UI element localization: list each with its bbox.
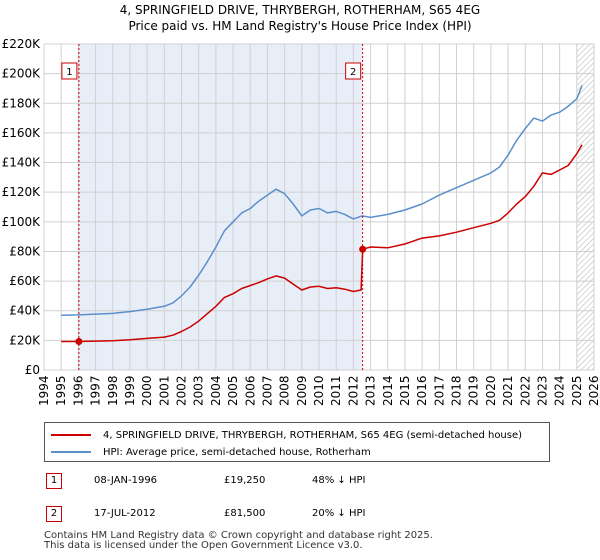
- table-row: 2 17-JUL-2012 £81,500 20% ↓ HPI: [44, 506, 564, 524]
- sale-date: 08-JAN-1996: [94, 475, 158, 486]
- legend-item-property: 4, SPRINGFIELD DRIVE, THRYBERGH, ROTHERH…: [51, 427, 522, 443]
- x-tick-label: 1996: [71, 375, 85, 406]
- legend-label-hpi: HPI: Average price, semi-detached house,…: [103, 446, 371, 458]
- sale-price: £81,500: [224, 508, 266, 519]
- series-lines: [61, 85, 583, 343]
- y-tick-label: £180K: [2, 96, 42, 110]
- x-tick-label: 2007: [260, 375, 274, 406]
- plot-background: [78, 44, 594, 370]
- x-tick-label: 2002: [175, 375, 189, 406]
- legend-item-hpi: HPI: Average price, semi-detached house,…: [51, 444, 371, 460]
- x-tick-label: 2006: [243, 375, 257, 406]
- property-line: [61, 144, 583, 343]
- x-tick-label: 2020: [484, 375, 498, 406]
- x-tick-label: 1998: [106, 375, 120, 406]
- x-tick-label: 2003: [192, 375, 206, 406]
- x-tick-label: 1997: [89, 375, 103, 406]
- y-tick-label: £20K: [9, 333, 41, 347]
- hatched-period: [576, 44, 594, 370]
- legend-swatch-property: [51, 434, 91, 436]
- x-tick-label: 1999: [123, 375, 137, 406]
- x-tick-label: 2004: [209, 375, 223, 406]
- x-tick-label: 2016: [415, 375, 429, 406]
- table-row: 1 08-JAN-1996 £19,250 48% ↓ HPI: [44, 473, 564, 491]
- hpi-line: [61, 85, 583, 316]
- y-tick-label: £200K: [2, 67, 42, 81]
- y-tick-label: £100K: [2, 215, 42, 229]
- x-tick-label: 2014: [381, 375, 395, 406]
- x-tick-label: 2024: [553, 375, 567, 406]
- x-tick-label: 2019: [467, 375, 481, 406]
- x-tick-label: 2022: [518, 375, 532, 406]
- x-tick-label: 2009: [295, 375, 309, 406]
- x-tick-label: 1995: [54, 375, 68, 406]
- sale-marker-box: [345, 62, 362, 80]
- x-tick-label: 2017: [432, 375, 446, 406]
- sale-hpi-diff: 20% ↓ HPI: [312, 508, 366, 519]
- x-tick-label: 2011: [329, 375, 343, 406]
- shaded-period: [78, 44, 363, 370]
- x-tick-label: 2021: [501, 375, 515, 406]
- y-tick-label: £60K: [9, 274, 41, 288]
- y-tick-label: £40K: [9, 304, 41, 318]
- x-tick-label: 2023: [535, 375, 549, 406]
- chart-title: 4, SPRINGFIELD DRIVE, THRYBERGH, ROTHERH…: [120, 3, 480, 17]
- x-tick-label: 2013: [364, 375, 378, 406]
- sale-marker-text: 2: [350, 67, 356, 78]
- sale-marker-text: 1: [66, 67, 72, 78]
- x-tick-label: 2015: [398, 375, 412, 406]
- legend-swatch-hpi: [51, 451, 91, 453]
- x-tick-label: 2005: [226, 375, 240, 406]
- legend-label-property: 4, SPRINGFIELD DRIVE, THRYBERGH, ROTHERH…: [103, 429, 523, 441]
- x-tick-label: 2010: [312, 375, 326, 406]
- y-tick-label: £0: [25, 363, 40, 377]
- footer-line-1: Contains HM Land Registry data © Crown c…: [44, 530, 433, 541]
- sale-marker-label: 1: [46, 473, 62, 489]
- sale-point: [75, 337, 83, 345]
- footer-line-2: This data is licensed under the Open Gov…: [44, 540, 363, 551]
- x-tick-label: 2025: [570, 375, 584, 406]
- sale-point: [359, 245, 367, 253]
- y-tick-label: £140K: [2, 156, 42, 170]
- x-tick-label: 2000: [140, 375, 154, 406]
- sale-hpi-diff: 48% ↓ HPI: [312, 475, 366, 486]
- sale-marker-box: [61, 62, 78, 80]
- chart-legend: 4, SPRINGFIELD DRIVE, THRYBERGH, ROTHERH…: [44, 422, 550, 462]
- x-tick-label: 2008: [278, 375, 292, 406]
- y-tick-label: £80K: [9, 244, 41, 258]
- x-tick-label: 1994: [37, 375, 51, 406]
- sale-price: £19,250: [224, 475, 266, 486]
- y-tick-label: £220K: [2, 37, 42, 51]
- sale-marker-label: 2: [46, 506, 62, 522]
- y-tick-label: £160K: [2, 126, 42, 140]
- price-chart: 4, SPRINGFIELD DRIVE, THRYBERGH, ROTHERH…: [2, 3, 600, 406]
- chart-subtitle: Price paid vs. HM Land Registry's House …: [128, 19, 471, 33]
- y-tick-label: £120K: [2, 185, 42, 199]
- axes: £0 £20K £40K £60K £80K £100K £120K £140K £160K £1…: [2, 37, 600, 406]
- x-tick-label: 2012: [346, 375, 360, 406]
- footer-attribution: Contains HM Land Registry data © Crown c…: [44, 531, 433, 551]
- sale-date: 17-JUL-2012: [94, 508, 156, 519]
- x-tick-label: 2001: [157, 375, 171, 406]
- x-tick-label: 2026: [587, 375, 600, 406]
- x-tick-label: 2018: [450, 375, 464, 406]
